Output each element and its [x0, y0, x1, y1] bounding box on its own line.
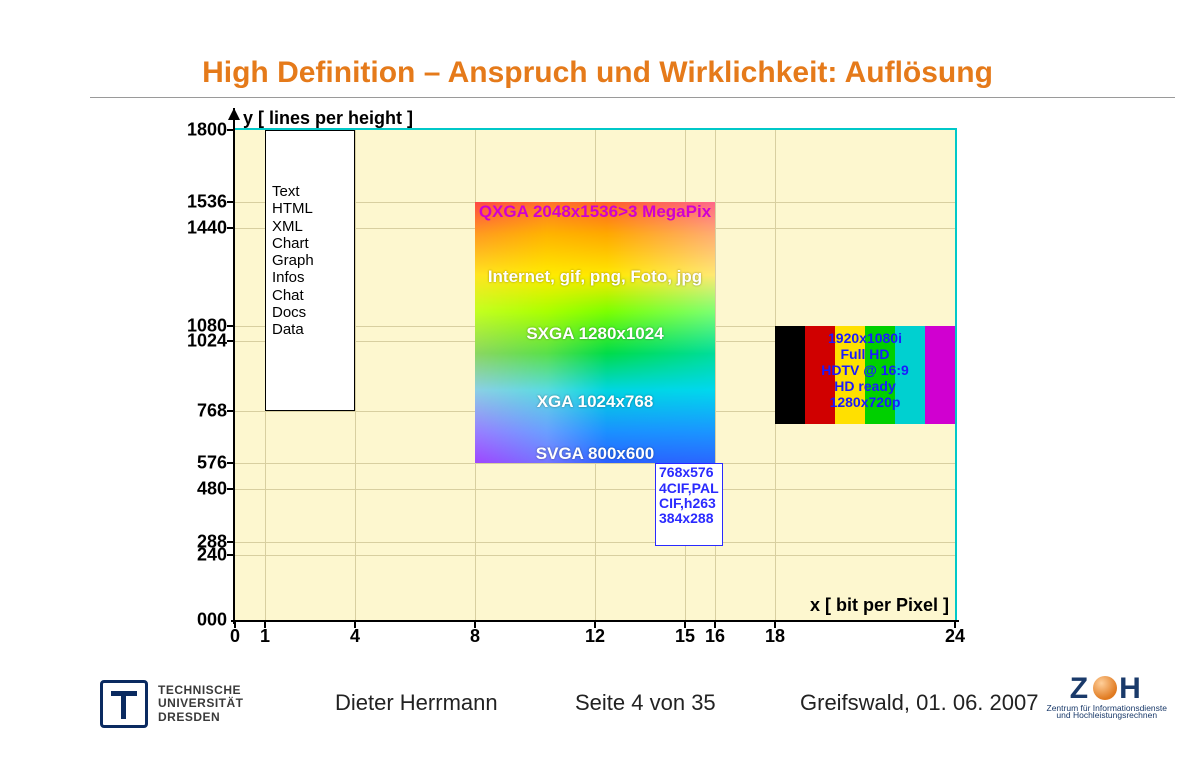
y-axis-label: y [ lines per height ]: [243, 108, 413, 129]
zih-sub2: und Hochleistungsrechnen: [1047, 711, 1167, 720]
grid-v: [715, 130, 716, 620]
rainbow-label: SXGA 1280x1024: [475, 324, 715, 344]
y-axis-arrow-icon: [228, 108, 240, 120]
grid-h: [235, 489, 955, 490]
zih-logo-main: ZH: [1047, 672, 1167, 706]
zih-logo: ZH Zentrum für Informationsdienste und H…: [1047, 672, 1167, 721]
text-column-line: Graph: [272, 252, 348, 269]
footer-venue: Greifswald, 01. 06. 2007: [800, 690, 1038, 716]
text-column-line: Chat: [272, 287, 348, 304]
tu-line3: DRESDEN: [158, 711, 244, 724]
pal-line: 768x576: [659, 465, 719, 480]
ytick-label: 480: [197, 479, 235, 500]
tu-dresden-logo: TECHNISCHE UNIVERSITÄT DRESDEN: [100, 680, 244, 728]
xtick-label: 16: [705, 620, 725, 647]
xtick-label: 8: [470, 620, 480, 647]
grid-h: [235, 555, 955, 556]
hdtv-text-line: 1280x720p: [775, 394, 955, 410]
ytick-label-bottom: 000: [197, 610, 235, 631]
tu-dresden-text: TECHNISCHE UNIVERSITÄT DRESDEN: [158, 684, 244, 724]
text-column-line: Chart: [272, 235, 348, 252]
pal-line: CIF,h263: [659, 496, 719, 511]
ytick-label: 240: [197, 544, 235, 565]
ytick-label: 576: [197, 453, 235, 474]
xtick-label: 1: [260, 620, 270, 647]
title-rule: [90, 97, 1175, 98]
xtick-label: 4: [350, 620, 360, 647]
ytick-label: 1800: [187, 120, 235, 141]
hdtv-text-line: 1920x1080i: [775, 330, 955, 346]
pal-line: 4CIF,PAL: [659, 481, 719, 496]
ytick-label: 1440: [187, 218, 235, 239]
zih-h: H: [1119, 672, 1144, 705]
hdtv-text-line: HDTV @ 16:9: [775, 362, 955, 378]
grid-h: [235, 542, 955, 543]
rainbow-label: SVGA 800x600: [475, 444, 715, 464]
text-column-box: TextHTMLXMLChartGraphInfosChatDocsData: [265, 130, 355, 411]
ytick-label: 1024: [187, 331, 235, 352]
tu-line2: UNIVERSITÄT: [158, 697, 244, 710]
x-axis-label: x [ bit per Pixel ]: [810, 595, 949, 616]
pal-block: 768x5764CIF,PALCIF,h263384x288: [655, 463, 723, 545]
text-column-line: HTML: [272, 200, 348, 217]
pal-line: 384x288: [659, 511, 719, 526]
rainbow-label: Internet, gif, png, Foto, jpg: [475, 267, 715, 287]
hdtv-text-line: Full HD: [775, 346, 955, 362]
rainbow-label: QXGA 2048x1536>3 MegaPix: [475, 202, 715, 222]
xtick-label: 24: [945, 620, 965, 647]
xtick-label: 12: [585, 620, 605, 647]
rainbow-label: XGA 1024x768: [475, 392, 715, 412]
text-column-line: XML: [272, 218, 348, 235]
footer-author: Dieter Herrmann: [335, 690, 498, 716]
text-column-line: Text: [272, 183, 348, 200]
ytick-label: 768: [197, 400, 235, 421]
zih-z: Z: [1070, 672, 1091, 705]
footer-page: Seite 4 von 35: [575, 690, 716, 716]
xtick-label: 15: [675, 620, 695, 647]
text-column-line: Docs: [272, 304, 348, 321]
tu-dresden-icon: [100, 680, 148, 728]
hdtv-text: 1920x1080iFull HDHDTV @ 16:9HD ready1280…: [775, 330, 955, 410]
slide-title: High Definition – Anspruch und Wirklichk…: [0, 56, 1195, 90]
text-column-line: Infos: [272, 269, 348, 286]
resolution-chart: y [ lines per height ] x [ bit per Pixel…: [233, 128, 957, 622]
rainbow-block: QXGA 2048x1536>3 MegaPix Internet, gif, p…: [475, 202, 715, 463]
xtick-label: 18: [765, 620, 785, 647]
grid-v: [355, 130, 356, 620]
hdtv-block: 1920x1080iFull HDHDTV @ 16:9HD ready1280…: [775, 326, 955, 424]
zih-orb-icon: [1093, 676, 1117, 700]
ytick-label: 1536: [187, 191, 235, 212]
hdtv-text-line: HD ready: [775, 378, 955, 394]
text-column-line: Data: [272, 321, 348, 338]
